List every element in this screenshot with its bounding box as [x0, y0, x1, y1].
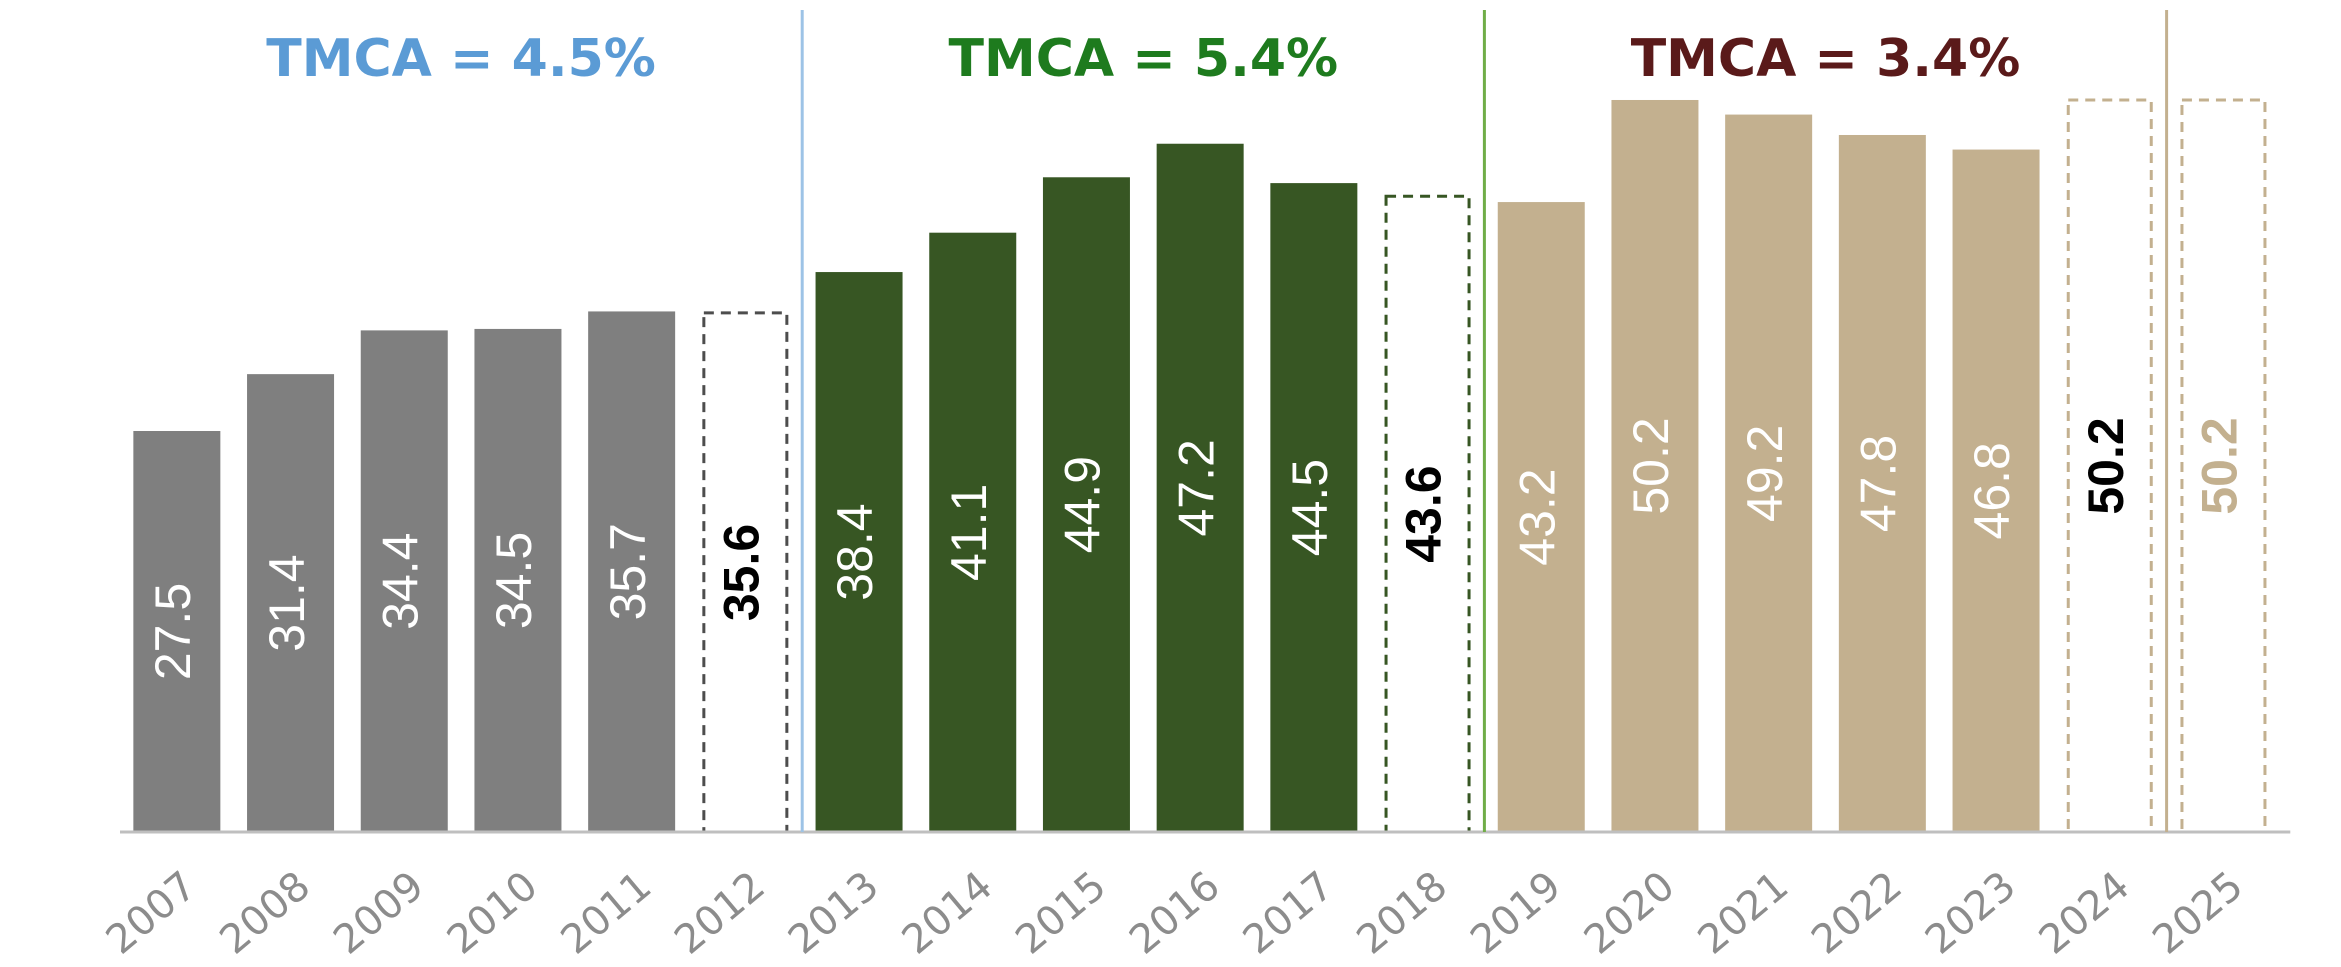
x-tick-label: 2025: [2144, 863, 2252, 964]
x-tick-label: 2011: [553, 863, 661, 964]
bar: [588, 311, 676, 832]
bar: [2180, 98, 2267, 834]
bar: [1270, 183, 1358, 833]
bar: [702, 311, 789, 834]
value-label: 50.2: [2192, 417, 2248, 514]
bar: [133, 431, 221, 832]
bar: [815, 272, 903, 832]
value-label: 35.7: [600, 523, 656, 620]
value-label: 47.8: [1851, 435, 1907, 532]
bar: [1725, 114, 1813, 833]
x-tick-label: 2007: [98, 863, 206, 964]
value-label: 43.2: [1509, 468, 1565, 565]
bar: [1042, 177, 1130, 832]
x-tick-label: 2015: [1007, 863, 1115, 964]
x-tick-label: 2009: [325, 863, 433, 964]
x-tick-label: 2008: [211, 863, 319, 964]
value-label: 38.4: [827, 503, 883, 600]
value-label: 34.4: [372, 533, 428, 630]
bar: [1838, 134, 1926, 833]
value-label: 34.5: [486, 532, 542, 629]
bar: [1952, 149, 2040, 832]
value-label: 31.4: [259, 554, 315, 651]
bar: [1156, 143, 1244, 833]
bar: [474, 328, 562, 832]
group-label: TMCA = 4.5%: [266, 29, 656, 89]
value-label: 50.2: [2078, 417, 2134, 514]
value-label: 50.2: [1623, 417, 1679, 514]
group-label: TMCA = 5.4%: [948, 29, 1338, 89]
x-tick-label: 2024: [2031, 863, 2139, 964]
value-label: 35.6: [714, 524, 770, 621]
bar: [360, 330, 448, 832]
value-label: 43.6: [1396, 465, 1452, 562]
bar: [929, 232, 1017, 833]
x-tick-label: 2016: [1121, 863, 1229, 964]
x-tick-label: 2021: [1690, 863, 1798, 964]
x-tick-label: 2018: [1348, 863, 1456, 964]
bar: [1384, 194, 1471, 834]
x-tick-label: 2023: [1917, 863, 2025, 964]
bar: [1611, 99, 1699, 832]
value-label: 44.9: [1055, 456, 1111, 553]
value-label: 44.5: [1282, 459, 1338, 556]
x-tick-label: 2013: [780, 863, 888, 964]
bar: [247, 374, 335, 832]
value-label: 27.5: [145, 583, 201, 680]
value-label: 47.2: [1168, 439, 1224, 536]
x-tick-label: 2017: [1235, 863, 1343, 964]
x-tick-label: 2022: [1803, 863, 1911, 964]
value-label: 49.2: [1737, 425, 1793, 522]
x-tick-label: 2019: [1462, 863, 1570, 964]
value-label: 41.1: [941, 484, 997, 581]
bar: [1497, 202, 1585, 833]
value-label: 46.8: [1964, 442, 2020, 539]
x-tick-label: 2010: [439, 863, 547, 964]
bar: [2066, 98, 2153, 834]
x-tick-label: 2014: [894, 863, 1002, 964]
group-label: TMCA = 3.4%: [1631, 29, 2021, 89]
x-tick-label: 2012: [666, 863, 774, 964]
x-tick-label: 2020: [1576, 863, 1684, 964]
